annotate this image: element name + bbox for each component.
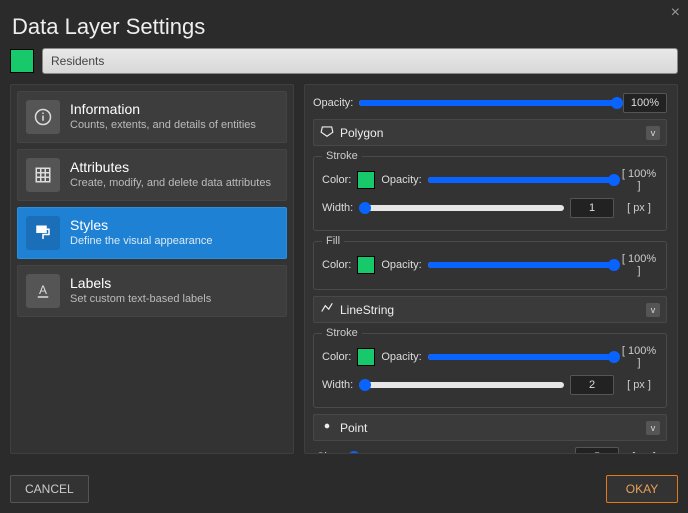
chevron-down-icon: v — [646, 303, 660, 317]
point-icon — [320, 419, 334, 436]
sidebar-item-label: Labels — [70, 275, 211, 292]
linestring-icon — [320, 301, 334, 318]
sidebar-item-labels[interactable]: A Labels Set custom text-based labels — [17, 265, 287, 317]
close-icon[interactable]: × — [671, 4, 680, 22]
linestring-stroke-width-slider[interactable] — [359, 379, 564, 391]
layer-header — [10, 48, 678, 74]
linestring-stroke-group: Stroke Color: Opacity: [ 100% ] Width: — [313, 327, 667, 408]
info-icon — [26, 100, 60, 134]
dialog: × Data Layer Settings Information Counts… — [0, 0, 688, 513]
linestring-stroke-color-swatch[interactable] — [357, 348, 375, 366]
group-legend: Fill — [322, 235, 344, 247]
paint-icon — [26, 216, 60, 250]
polygon-fill-opacity-slider[interactable] — [428, 259, 614, 271]
point-size-value[interactable]: 5 — [575, 447, 619, 453]
chevron-down-icon: v — [646, 421, 660, 435]
polygon-stroke-width-value[interactable]: 1 — [570, 198, 614, 218]
layer-name-input[interactable] — [42, 48, 678, 74]
sidebar: Information Counts, extents, and details… — [10, 84, 294, 454]
sidebar-item-desc: Counts, extents, and details of entities — [70, 118, 256, 132]
opacity-value: [ 100% ] — [620, 253, 658, 277]
layer-opacity-slider[interactable] — [359, 97, 617, 109]
section-title: Polygon — [340, 126, 383, 140]
section-title: LineString — [340, 303, 394, 317]
dialog-title: Data Layer Settings — [10, 10, 678, 48]
sidebar-item-information[interactable]: Information Counts, extents, and details… — [17, 91, 287, 143]
polygon-stroke-width-slider[interactable] — [359, 202, 564, 214]
unit-px: [ px ] — [620, 202, 658, 214]
point-size-slider[interactable] — [347, 451, 569, 453]
polygon-icon — [320, 124, 334, 141]
polygon-fill-group: Fill Color: Opacity: [ 100% ] — [313, 235, 667, 290]
layer-opacity-value[interactable]: 100% — [623, 93, 667, 113]
okay-button[interactable]: OKAY — [606, 475, 678, 503]
sidebar-item-attributes[interactable]: Attributes Create, modify, and delete da… — [17, 149, 287, 201]
color-label: Color: — [322, 351, 351, 363]
dialog-body: Information Counts, extents, and details… — [10, 84, 678, 454]
sidebar-item-styles[interactable]: Styles Define the visual appearance — [17, 207, 287, 259]
opacity-label: Opacity: — [381, 174, 421, 186]
unit-px: [ px ] — [625, 451, 663, 453]
svg-text:A: A — [39, 283, 47, 297]
cancel-button[interactable]: CANCEL — [10, 475, 89, 503]
group-legend: Stroke — [322, 327, 362, 339]
sidebar-item-label: Information — [70, 101, 256, 118]
color-label: Color: — [322, 259, 351, 271]
linestring-stroke-opacity-slider[interactable] — [428, 351, 614, 363]
opacity-label: Opacity: — [381, 351, 421, 363]
chevron-down-icon: v — [646, 126, 660, 140]
width-label: Width: — [322, 379, 353, 391]
size-label: Size: — [317, 451, 341, 453]
polygon-stroke-opacity-slider[interactable] — [428, 174, 614, 186]
sidebar-item-desc: Set custom text-based labels — [70, 292, 211, 306]
group-legend: Stroke — [322, 150, 362, 162]
grid-icon — [26, 158, 60, 192]
opacity-value: [ 100% ] — [620, 168, 658, 192]
layer-opacity-row: Opacity: 100% — [313, 93, 667, 113]
sidebar-item-desc: Define the visual appearance — [70, 234, 212, 248]
sidebar-item-desc: Create, modify, and delete data attribut… — [70, 176, 271, 190]
unit-px: [ px ] — [620, 379, 658, 391]
dialog-footer: CANCEL OKAY — [10, 475, 678, 503]
sidebar-item-label: Styles — [70, 217, 212, 234]
polygon-stroke-group: Stroke Color: Opacity: [ 100% ] Width: — [313, 150, 667, 231]
section-title: Point — [340, 421, 367, 435]
polygon-stroke-color-swatch[interactable] — [357, 171, 375, 189]
color-label: Color: — [322, 174, 351, 186]
layer-color-swatch[interactable] — [10, 49, 34, 73]
sidebar-item-label: Attributes — [70, 159, 271, 176]
section-header-polygon[interactable]: Polygon v — [313, 119, 667, 146]
text-icon: A — [26, 274, 60, 308]
opacity-value: [ 100% ] — [620, 345, 658, 369]
linestring-stroke-width-value[interactable]: 2 — [570, 375, 614, 395]
section-header-point[interactable]: Point v — [313, 414, 667, 441]
styles-panel: Opacity: 100% Polygon v — [304, 84, 678, 454]
polygon-fill-color-swatch[interactable] — [357, 256, 375, 274]
section-header-linestring[interactable]: LineString v — [313, 296, 667, 323]
styles-scroll[interactable]: Opacity: 100% Polygon v — [305, 85, 677, 453]
width-label: Width: — [322, 202, 353, 214]
opacity-label: Opacity: — [381, 259, 421, 271]
opacity-label: Opacity: — [313, 97, 353, 109]
